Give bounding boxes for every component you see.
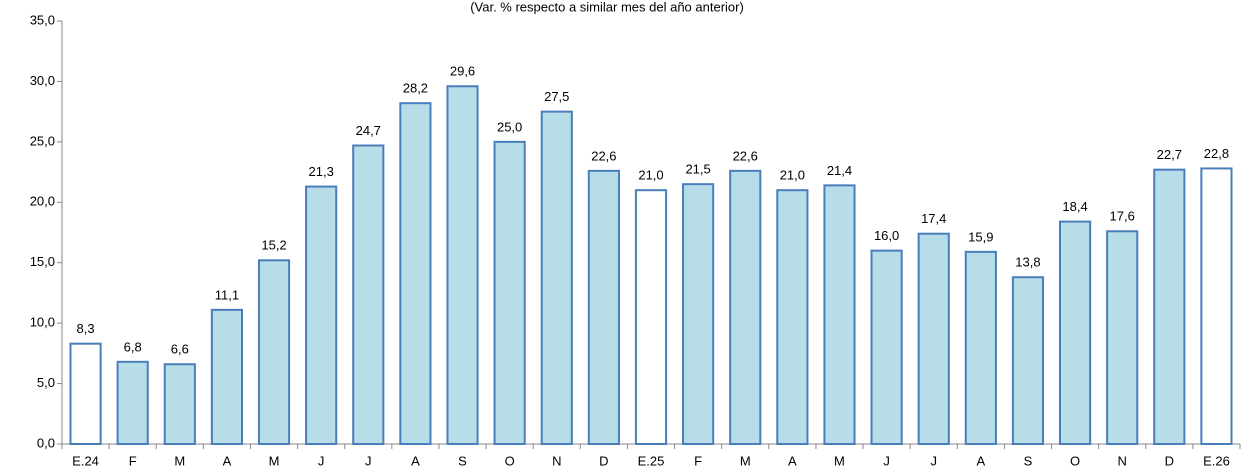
- value-label: 13,8: [1015, 255, 1040, 270]
- x-tick-label: A: [977, 453, 986, 468]
- y-tick-label: 15,0: [30, 254, 55, 269]
- x-tick-label: A: [788, 453, 797, 468]
- bar: [446, 85, 479, 446]
- value-label: 22,7: [1157, 147, 1182, 162]
- bar: [69, 342, 102, 445]
- value-label: 11,1: [215, 287, 239, 302]
- value-label: 15,2: [261, 238, 286, 253]
- bar: [1011, 276, 1045, 445]
- value-label: 25,0: [497, 119, 522, 134]
- value-label: 15,9: [968, 229, 993, 244]
- bar: [163, 363, 196, 445]
- bar: [682, 183, 715, 446]
- y-tick-label: 20,0: [30, 194, 55, 209]
- y-tick-label: 30,0: [30, 73, 55, 88]
- bar: [210, 308, 243, 445]
- x-tick-label: N: [1118, 453, 1127, 468]
- x-tick-label: M: [269, 453, 280, 468]
- x-tick-label: M: [834, 453, 845, 468]
- x-tick-label: O: [1070, 453, 1080, 468]
- x-tick-label: E.24: [72, 453, 99, 468]
- x-tick-label: J: [365, 453, 372, 468]
- x-tick-label: F: [694, 453, 702, 468]
- bar: [870, 249, 903, 445]
- value-label: 16,0: [874, 228, 899, 243]
- bar: [776, 189, 809, 445]
- bar: [116, 360, 149, 445]
- bar: [1200, 167, 1233, 445]
- x-tick-label: N: [552, 453, 561, 468]
- bar: [1059, 220, 1092, 445]
- y-tick-label: 10,0: [30, 315, 55, 330]
- bar: [587, 169, 620, 445]
- x-tick-label: J: [883, 453, 890, 468]
- value-label: 27,5: [544, 89, 569, 104]
- chart-subtitle: (Var. % respecto a similar mes del año a…: [470, 0, 744, 14]
- y-tick-label: 0,0: [37, 435, 55, 450]
- value-label: 17,4: [921, 211, 946, 226]
- value-label: 22,6: [733, 148, 758, 163]
- x-tick-label: S: [1024, 453, 1033, 468]
- x-tick-label: D: [1165, 453, 1174, 468]
- bar: [729, 169, 762, 445]
- bar: [634, 189, 668, 445]
- bar: [1106, 230, 1139, 445]
- x-tick-label: J: [930, 453, 937, 468]
- bar: [540, 110, 573, 446]
- bar: [964, 250, 997, 445]
- value-label: 21,4: [827, 163, 852, 178]
- value-label: 21,0: [638, 168, 663, 183]
- x-tick-label: E.26: [1203, 453, 1230, 468]
- x-tick-label: A: [411, 453, 420, 468]
- value-label: 21,3: [309, 164, 334, 179]
- value-label: 28,2: [403, 81, 428, 96]
- value-label: 21,0: [780, 168, 805, 183]
- x-tick-label: A: [223, 453, 232, 468]
- x-tick-label: D: [599, 453, 608, 468]
- value-label: 18,4: [1062, 199, 1087, 214]
- x-tick-label: M: [740, 453, 751, 468]
- bar: [493, 140, 526, 445]
- bar: [1153, 168, 1186, 445]
- x-tick-label: E.25: [638, 453, 665, 468]
- value-label: 24,7: [356, 123, 381, 138]
- value-label: 8,3: [77, 321, 95, 336]
- y-tick-label: 25,0: [30, 133, 55, 148]
- bar: [399, 102, 432, 445]
- x-tick-label: J: [318, 453, 325, 468]
- value-label: 17,6: [1110, 209, 1135, 224]
- y-tick-label: 5,0: [37, 375, 55, 390]
- bar: [823, 184, 856, 445]
- value-label: 6,8: [124, 339, 142, 354]
- value-label: 22,8: [1204, 146, 1229, 161]
- value-label: 21,5: [685, 162, 710, 177]
- x-tick-label: F: [129, 453, 137, 468]
- y-tick-label: 35,0: [30, 12, 55, 27]
- bar: [257, 259, 291, 445]
- value-label: 6,6: [171, 342, 189, 357]
- x-tick-label: O: [505, 453, 515, 468]
- value-label: 29,6: [450, 64, 475, 79]
- x-tick-label: M: [174, 453, 185, 468]
- value-label: 22,6: [591, 148, 616, 163]
- bar: [305, 185, 338, 445]
- x-tick-label: S: [458, 453, 467, 468]
- bar: [352, 144, 385, 446]
- bar: [917, 232, 950, 445]
